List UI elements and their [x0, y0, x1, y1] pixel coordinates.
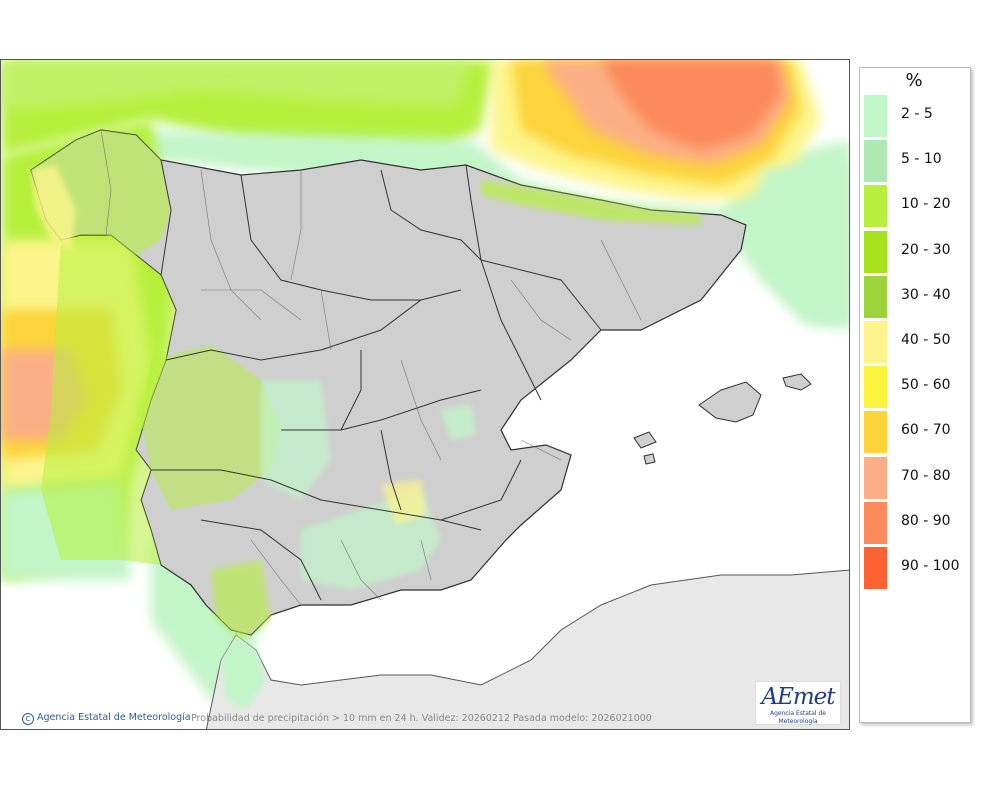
legend-swatch	[864, 321, 887, 363]
legend-label: 90 - 100	[901, 558, 960, 574]
legend-label: 40 - 50	[901, 332, 951, 348]
legend-item: 20 - 30	[864, 230, 968, 273]
map-canvas	[1, 60, 849, 729]
legend-label: 10 - 20	[901, 196, 951, 213]
legend: % 2 - 5 5 - 10 10 - 20 20 - 30 30 - 40 40 - 5…	[859, 67, 971, 723]
legend-label: 30 - 40	[901, 286, 951, 303]
balearic-islands	[633, 373, 812, 465]
legend-unit: %	[905, 70, 923, 91]
copyright-icon: C	[22, 713, 34, 725]
province-borders	[100, 129, 642, 606]
legend-item: 40 - 50	[864, 321, 968, 363]
legend-swatch	[864, 501, 887, 544]
legend-swatch	[864, 366, 887, 409]
legend-swatch	[864, 411, 887, 454]
legend-label: 50 - 60	[901, 377, 951, 394]
legend-swatch	[864, 456, 887, 499]
logo-subtitle: Agencia Estatal de Meteorología	[769, 710, 826, 725]
credit-text: Agencia Estatal de Meteorología	[37, 712, 191, 723]
legend-item: 10 - 20	[864, 185, 968, 228]
legend-swatch	[864, 185, 887, 228]
legend-swatch	[864, 547, 887, 589]
agency-credit: C Agencia Estatal de Meteorología	[22, 712, 191, 725]
legend-label: 2 - 5	[901, 106, 933, 122]
map-caption: Probabilidad de precipitación > 10 mm en…	[191, 713, 652, 724]
logo-wordmark: AEmet	[761, 684, 835, 710]
legend-label: 80 - 90	[901, 512, 951, 529]
legend-swatch	[864, 95, 887, 137]
legend-item: 80 - 90	[864, 501, 968, 544]
legend-item: 70 - 80	[864, 456, 968, 499]
legend-swatch	[864, 275, 887, 318]
legend-swatch	[864, 140, 887, 183]
legend-item: 30 - 40	[864, 275, 968, 318]
legend-swatch	[864, 230, 887, 273]
precipitation-probability-map	[0, 59, 850, 730]
aemet-logo: AEmet Agencia Estatal de Meteorología	[755, 681, 841, 725]
legend-label: 70 - 80	[901, 467, 951, 484]
legend-label: 60 - 70	[901, 422, 951, 439]
region-borders	[151, 159, 602, 601]
legend-item: 5 - 10	[864, 140, 968, 183]
legend-item: 60 - 70	[864, 411, 968, 454]
legend-label: 20 - 30	[901, 241, 951, 258]
legend-label: 5 - 10	[901, 151, 942, 168]
north-africa	[205, 569, 849, 729]
legend-item: 2 - 5	[864, 95, 968, 137]
legend-item: 90 - 100	[864, 547, 968, 589]
legend-item: 50 - 60	[864, 366, 968, 409]
